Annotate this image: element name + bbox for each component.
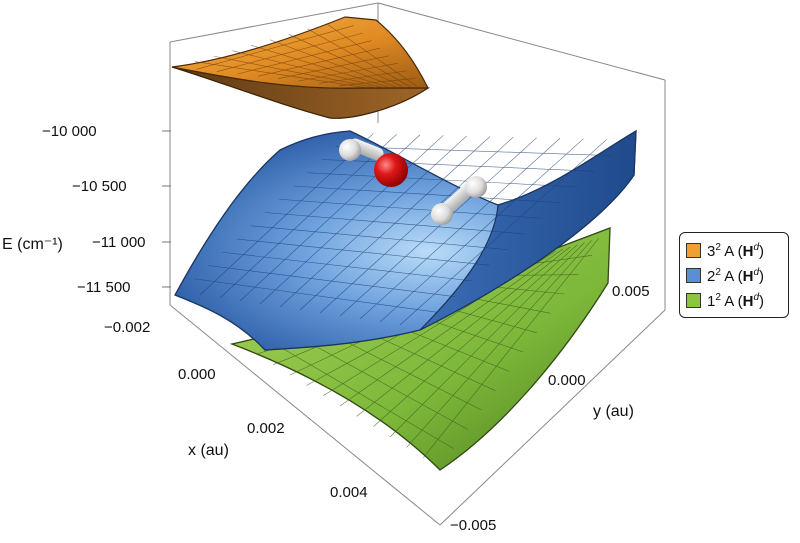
legend-swatch-blue — [686, 268, 701, 283]
mesh-line — [339, 137, 537, 317]
z-tick-label: −10 000 — [42, 123, 97, 140]
mesh-line — [319, 70, 407, 84]
mesh-line — [319, 136, 514, 314]
box-front-edges — [169, 80, 666, 526]
legend-label: 22 A (Hd) — [707, 266, 764, 285]
y-axis-ticks: 0.005 0.000 −0.005 — [450, 283, 650, 534]
z-axis-label: E (cm⁻¹) — [2, 236, 63, 253]
mesh-line — [288, 34, 403, 87]
x-tick-label: −0.002 — [104, 319, 150, 336]
mesh-line — [213, 55, 375, 88]
legend-swatch-orange — [686, 243, 701, 258]
mesh-line — [199, 133, 374, 296]
x-tick-label: 0.000 — [178, 366, 216, 383]
legend-item: 12 A (Hd) — [686, 288, 782, 313]
mesh-line — [269, 39, 396, 88]
legend-item: 22 A (Hd) — [686, 263, 782, 288]
z-tick-label: −11 500 — [77, 279, 131, 296]
mesh-line — [356, 246, 571, 417]
molecule-h2o-h2 — [339, 138, 487, 225]
mesh-line — [257, 47, 381, 77]
y-tick-label: 0.000 — [548, 372, 586, 389]
mesh-line — [307, 28, 410, 87]
mesh-line — [194, 61, 368, 89]
y-tick-label: −0.005 — [450, 517, 496, 534]
x-tick-label: 0.002 — [247, 420, 285, 437]
legend-swatch-green — [686, 293, 701, 308]
x-axis-label: x (au) — [188, 442, 229, 459]
mesh-line — [339, 78, 416, 86]
mesh-line — [298, 63, 398, 82]
z-tick-label: −11 000 — [92, 234, 146, 251]
mesh-line — [423, 237, 600, 458]
x-tick-label: 0.004 — [330, 484, 368, 501]
y-tick-label: 0.005 — [612, 283, 650, 300]
mesh-line — [279, 135, 467, 308]
surface-3-mesh — [194, 23, 418, 89]
mesh-line — [259, 135, 444, 305]
surface-2-mesh — [194, 133, 613, 326]
legend-label: 12 A (Hd) — [707, 291, 764, 310]
legend-item: 32 A (Hd) — [686, 238, 782, 263]
mesh-line — [299, 136, 491, 311]
mesh-line — [389, 242, 585, 438]
surface-3-2A — [171, 16, 430, 119]
mesh-line — [326, 23, 418, 87]
mesh-line — [373, 244, 578, 427]
mesh-line — [399, 139, 607, 326]
mesh-line — [196, 25, 354, 70]
z-axis-ticks: −10 000 −10 500 −11 000 −11 500 — [42, 123, 171, 296]
mesh-line — [216, 32, 363, 72]
legend-label: 32 A (Hd) — [707, 241, 764, 260]
mesh-line — [251, 44, 389, 88]
mesh-line — [406, 240, 592, 448]
mesh-line — [278, 55, 389, 79]
mesh-line — [379, 138, 584, 323]
legend: 32 A (Hd) 22 A (Hd) 12 A (Hd) — [679, 232, 789, 318]
mesh-line — [237, 40, 372, 75]
x-axis-ticks: −0.002 0.000 0.002 0.004 — [104, 319, 368, 501]
mesh-line — [232, 50, 382, 88]
y-axis-label: y (au) — [593, 403, 634, 420]
mesh-line — [339, 248, 564, 407]
mesh-line — [219, 133, 397, 299]
z-tick-label: −10 500 — [72, 178, 127, 195]
mesh-line — [359, 138, 561, 320]
surface-2-2A — [174, 129, 637, 351]
